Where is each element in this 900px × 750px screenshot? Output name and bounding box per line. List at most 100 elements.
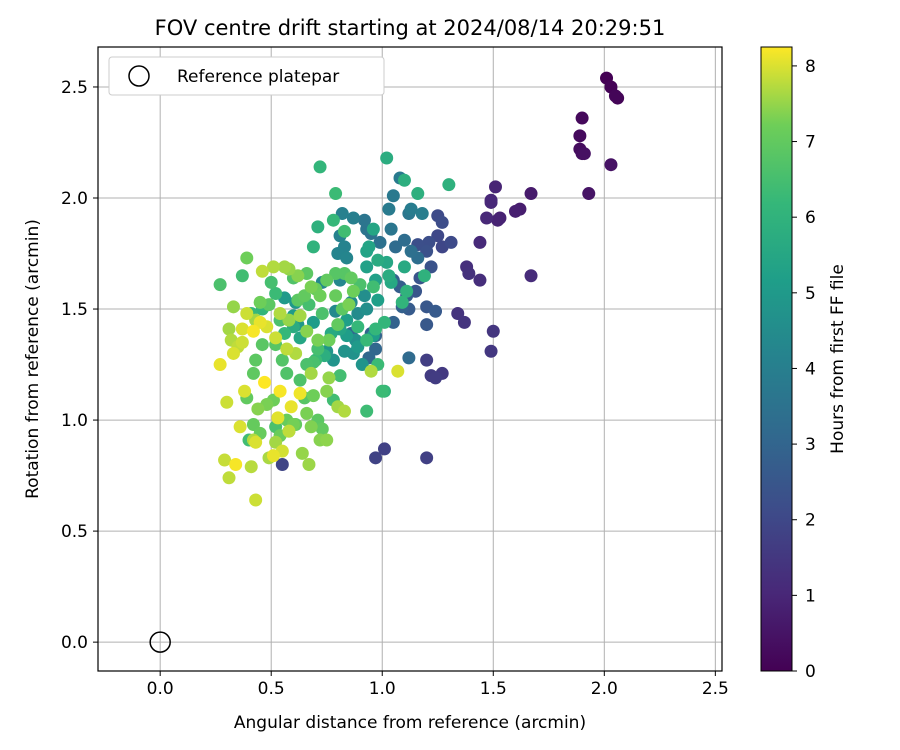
data-point [451,306,465,320]
colorbar-tick-label: 7 [805,133,816,153]
data-point [486,324,500,338]
data-point [424,260,438,274]
data-point [415,207,429,221]
data-point [488,180,502,194]
data-point [258,375,272,389]
data-point [306,315,320,329]
y-tick-label: 0.5 [61,522,88,542]
data-point [220,395,234,409]
data-points [213,71,625,507]
data-point [320,273,334,287]
data-point [273,384,287,398]
data-point [213,358,227,372]
data-point [251,402,265,416]
data-point [240,306,254,320]
data-point [524,187,538,201]
data-point [420,353,434,367]
data-point [351,340,365,354]
data-point [322,333,336,347]
data-point [335,207,349,221]
data-point [266,260,280,274]
data-point [355,358,369,372]
data-point [246,418,260,432]
data-point [300,406,314,420]
data-point [280,342,294,356]
data-point [371,253,385,267]
colorbar [760,46,793,672]
data-point [397,260,411,274]
colorbar-tick-label: 5 [805,284,816,304]
data-point [284,400,298,414]
data-point [320,384,334,398]
data-point [313,289,327,303]
legend-label: Reference platepar [177,67,339,87]
data-point [389,240,403,254]
data-point [218,453,232,467]
x-tick-label: 1.0 [369,679,396,699]
data-point [304,366,318,380]
data-point [337,404,351,418]
data-point [380,151,394,165]
data-point [420,318,434,332]
data-point [235,269,249,283]
data-point [480,211,494,225]
data-point [342,298,356,312]
data-point [397,173,411,187]
data-point [377,315,391,329]
data-point [269,286,283,300]
data-point [386,315,400,329]
x-tick-label: 0.5 [258,679,285,699]
data-point [382,269,396,283]
data-point [371,293,385,307]
data-point [255,264,269,278]
data-point [473,273,487,287]
data-point [395,295,409,309]
data-point [362,240,376,254]
colorbar-tick-label: 4 [805,359,816,379]
data-point [271,411,285,425]
data-point [233,420,247,434]
data-point [444,235,458,249]
data-point [311,220,325,234]
data-point [386,189,400,203]
data-point [604,158,618,172]
data-point [373,235,387,249]
data-point [402,351,416,365]
data-point [382,202,396,216]
data-point [222,322,236,336]
data-point [411,187,425,201]
data-point [304,420,318,434]
data-point [391,364,405,378]
y-tick-label: 2.5 [61,78,88,98]
data-point [320,433,334,447]
data-point [226,300,240,314]
data-point [255,338,269,352]
data-point [608,89,622,103]
data-point [369,342,383,356]
y-tick-label: 1.5 [61,300,88,320]
x-tick-label: 1.5 [480,679,507,699]
data-point [360,333,374,347]
data-point [575,111,589,125]
data-point [462,267,476,281]
data-point [429,304,443,318]
data-point [304,280,318,294]
data-point [360,260,374,274]
colorbar-tick-label: 8 [805,57,816,77]
colorbar-tick-label: 1 [805,586,816,606]
data-point [404,244,418,258]
legend-marker [128,65,150,87]
data-point [431,229,445,243]
data-point [397,233,411,247]
data-point [435,215,449,229]
data-point [484,195,498,209]
data-point [226,346,240,360]
data-point [298,289,312,303]
data-point [429,371,443,385]
data-point [384,222,398,236]
data-point [329,187,343,201]
data-point [253,315,267,329]
data-point [229,457,243,471]
data-point [306,240,320,254]
